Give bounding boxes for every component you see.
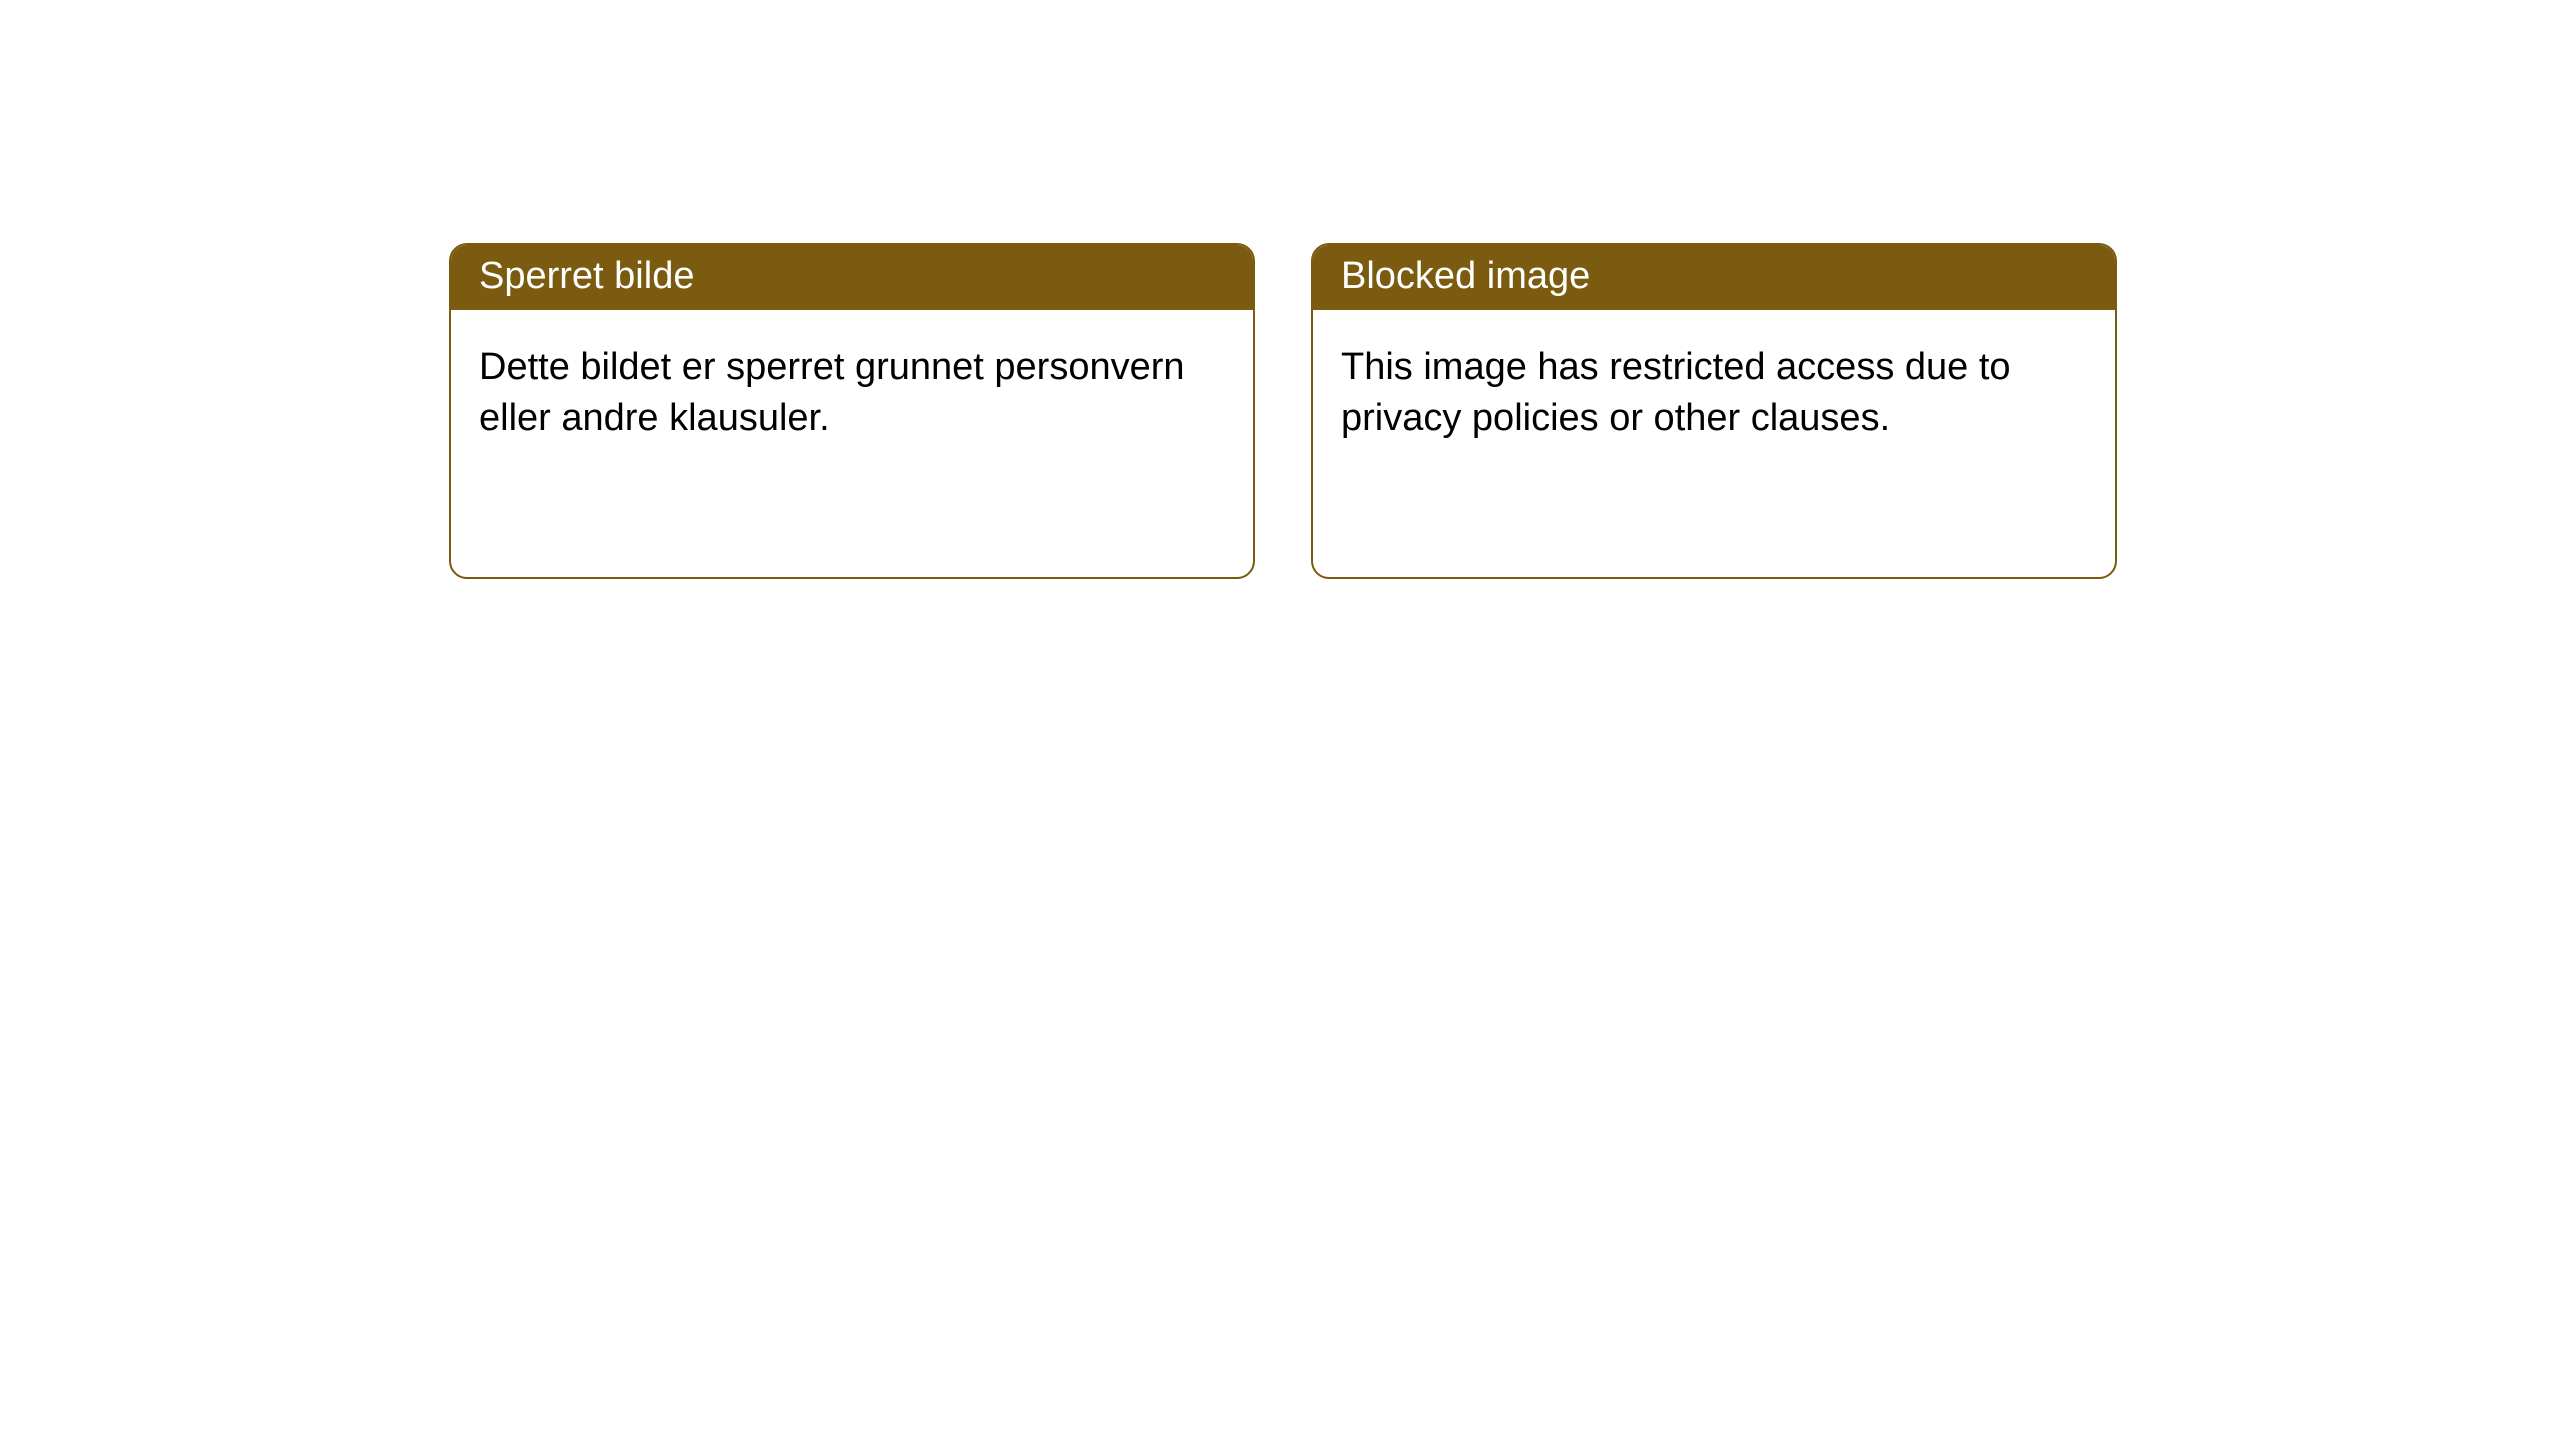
notice-card-norwegian: Sperret bilde Dette bildet er sperret gr… <box>449 243 1255 579</box>
notice-container: Sperret bilde Dette bildet er sperret gr… <box>449 243 2117 579</box>
notice-header: Blocked image <box>1313 245 2115 310</box>
notice-card-english: Blocked image This image has restricted … <box>1311 243 2117 579</box>
notice-body: Dette bildet er sperret grunnet personve… <box>451 310 1253 477</box>
notice-body-text: Dette bildet er sperret grunnet personve… <box>479 346 1185 439</box>
notice-header: Sperret bilde <box>451 245 1253 310</box>
notice-title: Blocked image <box>1341 255 1590 297</box>
notice-body: This image has restricted access due to … <box>1313 310 2115 477</box>
notice-title: Sperret bilde <box>479 255 694 297</box>
notice-body-text: This image has restricted access due to … <box>1341 346 2011 439</box>
